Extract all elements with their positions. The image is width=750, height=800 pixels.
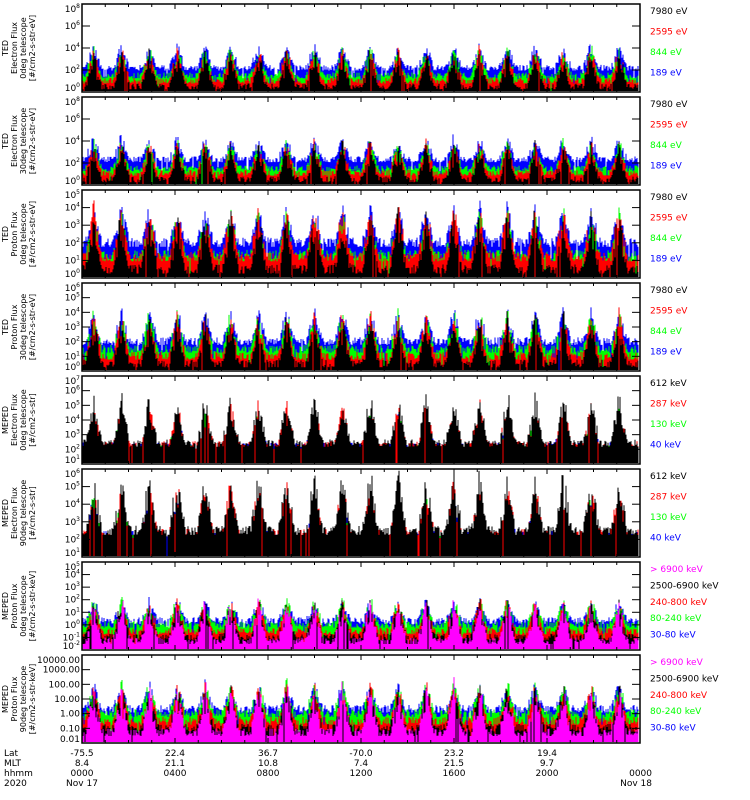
series-7980-ev [82,140,639,184]
y-axis-label: TEDElectron Flux30deg telescope[#/cm2-s-… [1,108,37,175]
legend-entry: 7980 eV [650,100,688,110]
legend-entry: 7980 eV [650,7,688,17]
y-tick-label: 108 [65,96,80,108]
y-tick-label: 106 [65,113,80,125]
legend-entry: 189 eV [650,69,683,79]
y-tick-label: 102 [65,64,80,76]
legend-entry: 844 eV [650,141,683,151]
series-2595-ev [82,45,639,91]
y-tick-label: 106 [65,20,80,32]
panel-2: 100 102 104 106 108 TEDElectron Flux30deg tel… [1,96,688,187]
y-tick-label: 108 [65,3,80,15]
y-axis-label: TEDElectron Flux0deg telescope[#/cm2-s-s… [1,15,37,81]
y-tick-label: 102 [65,157,80,169]
legend-entry: 189 eV [650,162,683,172]
legend-entry: 2595 eV [650,121,688,131]
y-tick-label: 104 [65,42,80,54]
panel-1: 100 102 104 106 108 TEDElectron Flux0deg tele… [1,3,688,94]
legend-entry: 844 eV [650,48,683,58]
y-tick-label: 100 [65,82,80,94]
y-tick-label: 104 [65,135,80,147]
legend-entry: 2595 eV [650,28,688,38]
y-tick-label: 100 [65,175,80,187]
